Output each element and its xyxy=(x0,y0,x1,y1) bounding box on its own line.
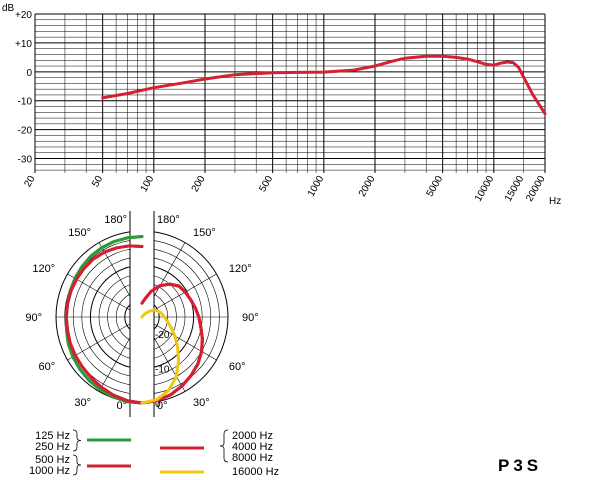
y-tick-label: -30 xyxy=(18,155,33,166)
polar-angle-label: 150° xyxy=(68,227,91,239)
polar-spoke xyxy=(67,273,135,313)
polar-angle-label: 120° xyxy=(32,263,55,275)
x-tick-label: 20000 xyxy=(524,174,548,204)
polar-angle-label: 60° xyxy=(229,361,246,373)
x-tick-label: 15000 xyxy=(503,174,527,204)
y-axis-labels: +20 +10 0 -10 -20 -30 xyxy=(15,10,32,166)
legend-label: 250 Hz xyxy=(35,441,70,453)
legend-label: 4000 Hz xyxy=(232,441,273,453)
x-tick-label: 1000 xyxy=(306,174,327,199)
x-tick-label: 50 xyxy=(90,174,105,190)
legend-label: 500 Hz xyxy=(35,454,70,466)
x-tick-label: 20 xyxy=(23,174,38,190)
polar-angle-label: 30° xyxy=(74,397,91,409)
polar-curve xyxy=(64,244,144,405)
polar-angle-label: 90° xyxy=(25,312,42,324)
model-name: P3S xyxy=(498,456,543,475)
polar-curves xyxy=(64,235,204,405)
frequency-response-curve xyxy=(101,54,547,116)
frequency-grid xyxy=(34,13,546,173)
polar-angle-label: 120° xyxy=(229,263,252,275)
x-tick-label: 500 xyxy=(257,174,275,194)
polar-angle-label: 180° xyxy=(157,214,180,226)
x-tick-label: 5000 xyxy=(425,174,446,199)
polar-angle-label: 180° xyxy=(104,214,127,226)
polar-db-label: -10 xyxy=(155,365,170,376)
polar-grid xyxy=(55,211,229,417)
polar-angle-label: 150° xyxy=(193,227,216,239)
frequency-response-chart: +20 +10 0 -10 -20 -30 20 50 100 200 500 1000 2000 50… xyxy=(2,3,561,207)
x-tick-label: 2000 xyxy=(357,174,378,199)
polar-angle-label: 0° xyxy=(157,400,168,412)
x-tick-label: 10000 xyxy=(473,174,497,204)
legend-label: 1000 Hz xyxy=(29,465,70,477)
y-tick-label: +20 xyxy=(15,10,32,21)
y-tick-label: -20 xyxy=(18,126,33,137)
polar-center-strip xyxy=(130,211,154,417)
polar-pattern-chart: 180° 180° 150° 150° 120° 120° 90° 90° 60° 60° 30° 3… xyxy=(25,211,259,417)
legend-brace xyxy=(72,429,82,452)
legend-label: 125 Hz xyxy=(35,430,70,442)
x-unit-label: Hz xyxy=(549,196,561,207)
polar-angle-label: 0° xyxy=(116,400,127,412)
polar-angle-label: 60° xyxy=(38,361,55,373)
polar-angle-label: 30° xyxy=(193,397,210,409)
y-tick-label: +10 xyxy=(15,39,32,50)
polar-labels: 180° 180° 150° 150° 120° 120° 90° 90° 60° 60° 30° 3… xyxy=(25,214,258,412)
legend-label: 8000 Hz xyxy=(232,452,273,464)
y-tick-label: -10 xyxy=(18,97,33,108)
legend-label: 16000 Hz xyxy=(232,466,279,478)
polar-curve xyxy=(140,282,204,405)
polar-spoke xyxy=(149,321,217,361)
y-tick-label: 0 xyxy=(26,68,32,79)
polar-spoke xyxy=(67,321,135,361)
x-tick-label: 100 xyxy=(139,174,157,194)
response-line xyxy=(101,54,547,116)
polar-db-label: 0 xyxy=(155,399,161,410)
y-unit-label: dB xyxy=(2,3,15,14)
legend-label: 2000 Hz xyxy=(232,430,273,442)
polar-angle-label: 90° xyxy=(242,312,259,324)
legend-brace xyxy=(219,429,229,463)
legend-brace xyxy=(72,454,82,476)
x-tick-label: 200 xyxy=(190,174,208,194)
polar-spoke xyxy=(149,273,217,313)
polar-db-label: -20 xyxy=(155,330,170,341)
polar-curve xyxy=(140,308,180,405)
